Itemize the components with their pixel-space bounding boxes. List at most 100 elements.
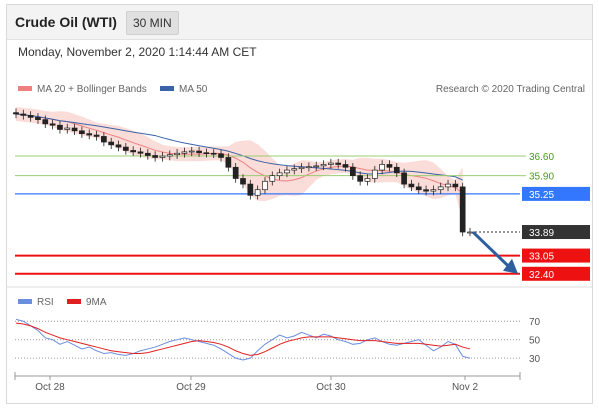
candle-body bbox=[159, 155, 166, 158]
x-tick-label: Oct 28 bbox=[35, 382, 65, 393]
candle-body bbox=[459, 186, 466, 233]
timeframe-badge[interactable]: 30 MIN bbox=[126, 11, 179, 35]
x-tick-label: Oct 29 bbox=[176, 382, 206, 393]
candle-body bbox=[137, 151, 144, 154]
candle-body bbox=[386, 164, 393, 168]
resistance-1-label: 35.90 bbox=[529, 172, 554, 183]
credit-text: Research © 2020 Trading Central bbox=[436, 84, 585, 95]
rsi-legend-label: RSI bbox=[37, 297, 54, 308]
current-price-label-box bbox=[522, 225, 590, 240]
candle-body bbox=[42, 119, 49, 125]
rsi-level-label-50: 50 bbox=[529, 336, 541, 347]
instrument-title: Crude Oil (WTI) bbox=[15, 14, 117, 30]
candle-body bbox=[35, 117, 41, 120]
candle-body bbox=[276, 172, 283, 177]
candle-body bbox=[27, 115, 34, 118]
candle-body bbox=[423, 189, 429, 192]
projection-arrowhead bbox=[503, 258, 518, 274]
ma20-legend-swatch bbox=[18, 86, 32, 91]
candle-body bbox=[79, 130, 85, 134]
candle-body bbox=[328, 162, 334, 165]
x-axis: Oct 28 Oct 29 Oct 30 Nov 2 bbox=[14, 372, 521, 393]
projection-arrow bbox=[471, 230, 510, 267]
rsi-plot-area: 70 50 30 bbox=[15, 317, 541, 365]
candle-body bbox=[313, 165, 320, 168]
support-1-label-box bbox=[522, 248, 590, 263]
candle-body bbox=[130, 150, 137, 153]
candle-body bbox=[262, 180, 268, 191]
ma50-legend-swatch bbox=[160, 86, 174, 91]
rsi-legend-swatch bbox=[18, 299, 32, 304]
candle-body bbox=[203, 152, 210, 155]
candle-body bbox=[306, 166, 312, 169]
candle-body bbox=[379, 164, 385, 171]
candle-body bbox=[357, 175, 364, 182]
rsi-level-label-70: 70 bbox=[529, 317, 541, 328]
candle-body bbox=[349, 166, 356, 177]
candle-body bbox=[401, 172, 407, 185]
candle-body bbox=[122, 146, 129, 151]
current-price-label: 33.89 bbox=[529, 228, 554, 239]
candle-body bbox=[232, 166, 239, 179]
ma20-line bbox=[15, 113, 463, 194]
candle-body bbox=[64, 127, 71, 130]
ma50-legend-label: MA 50 bbox=[179, 84, 208, 95]
candle-body bbox=[144, 152, 151, 156]
x-tick-label: Oct 30 bbox=[316, 382, 346, 393]
candle-body bbox=[49, 123, 56, 126]
candle-body bbox=[181, 151, 188, 154]
candle-body bbox=[86, 133, 93, 136]
candle-body bbox=[152, 155, 158, 158]
candle-body bbox=[13, 112, 19, 115]
candle-body bbox=[393, 166, 400, 174]
ma20-legend-label: MA 20 + Bollinger Bands bbox=[37, 84, 147, 95]
candle-body bbox=[452, 183, 459, 188]
candle-body bbox=[254, 189, 261, 196]
candle-body bbox=[188, 150, 195, 153]
candle-body bbox=[20, 113, 27, 116]
ma9-legend-swatch bbox=[67, 299, 81, 304]
candle-body bbox=[298, 166, 305, 170]
candle-body bbox=[101, 136, 107, 143]
candle-body bbox=[320, 164, 327, 167]
candle-body bbox=[335, 162, 342, 165]
chart-header: Crude Oil (WTI) 30 MIN bbox=[7, 5, 592, 40]
ma9-legend-label: 9MA bbox=[86, 297, 107, 308]
ma9-line bbox=[15, 322, 471, 356]
rsi-level-label-30: 30 bbox=[529, 354, 541, 365]
x-tick-label: Nov 2 bbox=[452, 382, 479, 393]
pivot-label: 35.25 bbox=[529, 190, 554, 201]
candle-body bbox=[71, 127, 78, 132]
resistance-2-label: 36.60 bbox=[529, 152, 554, 163]
pivot-label-box bbox=[522, 186, 590, 201]
candle-body bbox=[284, 169, 290, 174]
support-1-label: 33.05 bbox=[529, 252, 554, 263]
candle-body bbox=[342, 164, 349, 168]
candle-body bbox=[269, 175, 276, 182]
candle-body bbox=[467, 231, 473, 234]
candle-body bbox=[364, 178, 371, 182]
main-plot-area: 36.60 35.90 35.25 33.89 33.05 32.40 bbox=[13, 107, 590, 281]
bollinger-band-fill bbox=[16, 107, 463, 220]
candle-body bbox=[166, 154, 173, 157]
ma50-line bbox=[15, 113, 463, 181]
support-2-label-box bbox=[522, 266, 590, 281]
rsi-line bbox=[15, 318, 471, 361]
candle-body bbox=[93, 134, 100, 137]
support-2-label: 32.40 bbox=[529, 270, 554, 281]
chart-panel: Crude Oil (WTI) 30 MIN Monday, November … bbox=[6, 4, 593, 404]
candle-body bbox=[415, 186, 422, 191]
candle-body bbox=[240, 178, 246, 185]
candle-body bbox=[108, 141, 115, 146]
candle-body bbox=[430, 189, 437, 192]
candle-body bbox=[196, 150, 202, 154]
candle-body bbox=[210, 152, 217, 155]
candle-body bbox=[408, 183, 415, 188]
timestamp: Monday, November 2, 2020 1:14:44 AM CET bbox=[18, 45, 257, 59]
candle-body bbox=[174, 152, 180, 156]
candle-body bbox=[371, 169, 378, 179]
candle-body bbox=[445, 183, 451, 188]
candle-body bbox=[291, 168, 298, 171]
candle-body bbox=[115, 144, 122, 148]
